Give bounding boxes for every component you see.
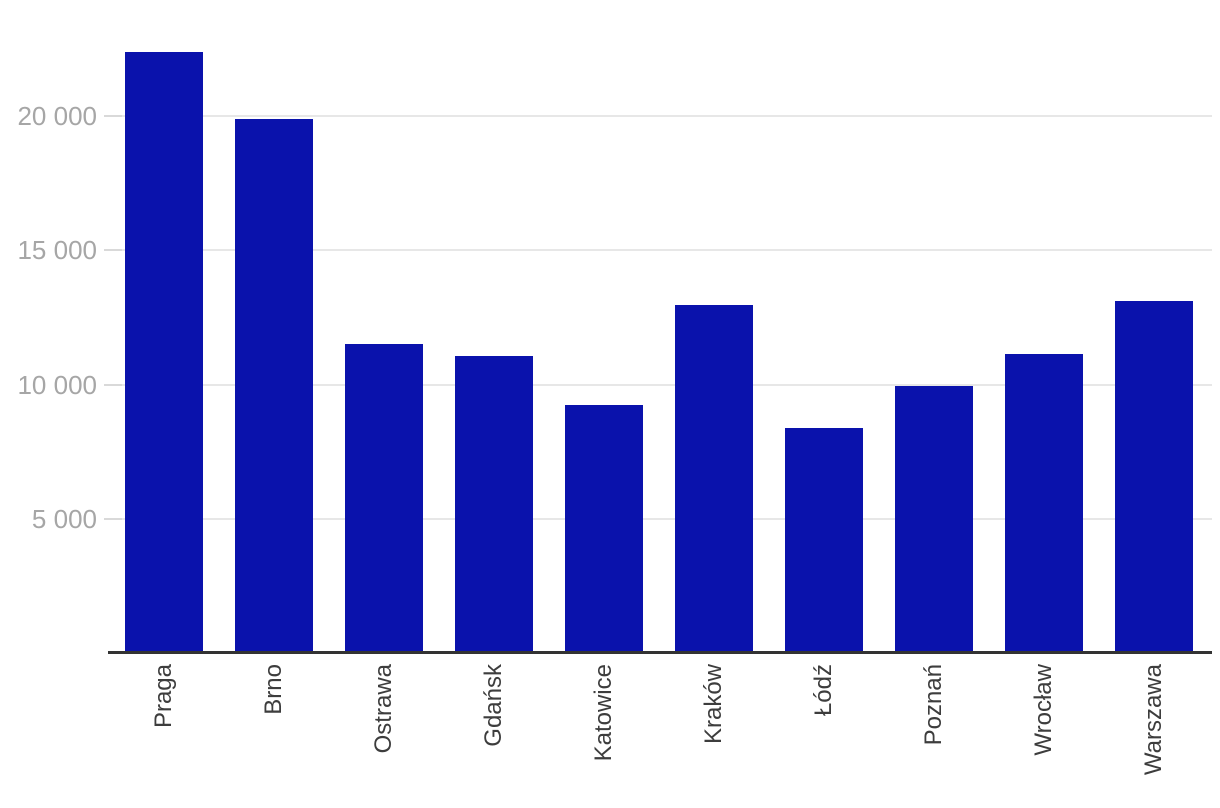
y-gridline [105,383,1212,386]
bar-katowice [565,404,643,653]
y-axis-tick [104,517,122,520]
x-axis-line [108,651,1212,654]
bar-praga [125,51,203,653]
y-axis-tick [104,249,122,252]
bar-brno [235,118,313,653]
bar-warszawa [1115,301,1193,653]
x-axis-tick-label: Katowice [590,664,617,762]
y-axis-tick-label: 20 000 [17,101,97,132]
y-axis-tick-label: 10 000 [17,369,97,400]
bar-poznań [895,385,973,653]
bar-kraków [675,305,753,653]
y-axis-tick [104,115,122,118]
x-axis-tick-label: Ostrawa [370,664,397,754]
x-axis-tick-label: Poznań [920,664,947,746]
y-gridline [105,249,1212,252]
y-axis-tick [104,383,122,386]
y-gridline [105,115,1212,118]
bar-łódź [785,427,863,653]
y-axis-tick-label: 5 000 [31,503,97,534]
x-axis-tick-label: Kraków [700,664,727,745]
x-axis-tick-label: Łódź [810,664,837,717]
x-axis-tick-label: Wrocław [1030,664,1057,756]
bar-gdańsk [455,356,533,653]
bar-wrocław [1005,353,1083,653]
x-axis-tick-label: Praga [150,664,177,729]
x-axis-tick-label: Brno [260,664,287,715]
x-axis-tick-label: Warszawa [1140,664,1167,776]
y-gridline [105,517,1212,520]
bar-ostrawa [345,344,423,653]
y-axis-tick-label: 15 000 [17,235,97,266]
x-axis-tick-label: Gdańsk [480,664,507,747]
